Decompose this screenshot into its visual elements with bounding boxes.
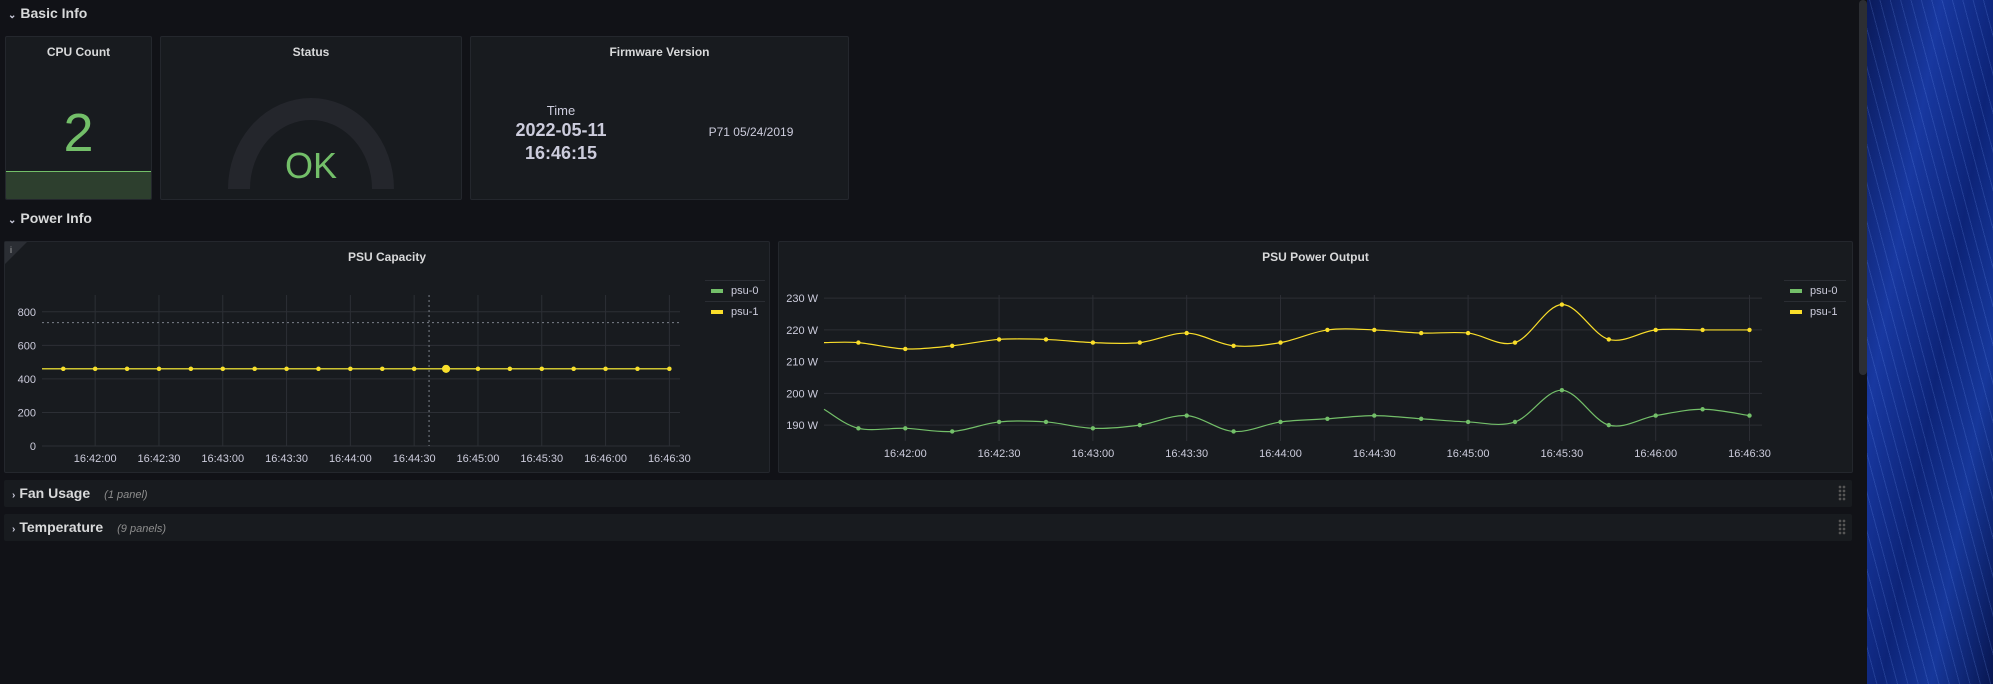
background-image [1867,0,1993,684]
legend-item-psu-0[interactable]: psu-0 [705,280,765,301]
row-temperature[interactable]: › Temperature (9 panels) [4,514,1852,541]
data-point [284,366,289,372]
chevron-down-icon: ⌄ [8,10,17,21]
data-point [380,366,385,372]
status-value: OK [284,145,337,186]
cpu-count-panel: CPU Count 2 [5,36,152,200]
section-basic-info[interactable]: ⌄ Basic Info [8,5,88,21]
scrollbar[interactable] [1859,0,1867,375]
info-corner-icon[interactable]: i [5,242,27,264]
legend-swatch [1790,310,1802,314]
legend-item-psu-0[interactable]: psu-0 [1784,280,1846,301]
x-tick-label: 16:43:30 [265,453,308,465]
status-panel: Status OK [160,36,462,200]
y-tick-label: 600 [18,340,36,352]
data-point [124,366,130,372]
x-tick-label: 16:44:30 [393,453,436,465]
legend: psu-0 psu-1 [705,280,765,322]
data-point [92,366,98,372]
chevron-right-icon: › [12,524,16,535]
x-tick-label: 16:44:00 [329,453,372,465]
panel-title: PSU Power Output [1262,250,1369,264]
data-point [411,366,417,372]
firmware-time: Time 2022-05-11 16:46:15 [471,103,651,164]
data-point [252,366,257,372]
firmware-panel: Firmware Version Time 2022-05-11 16:46:1… [470,36,849,200]
cpu-count-value: 2 [63,103,94,163]
data-point [571,366,576,372]
data-point [507,366,513,372]
x-tick-label: 16:42:30 [138,453,181,465]
chevron-down-icon: ⌄ [8,215,17,226]
svg-text:i: i [10,245,12,255]
psu-power-output-panel: PSU Power Output psu-0 psu-1 [778,241,1853,473]
data-point [348,366,353,372]
firmware-version: P71 05/24/2019 [708,125,794,139]
legend-swatch [711,289,723,293]
legend-item-psu-1[interactable]: psu-1 [1784,301,1846,322]
legend-item-psu-1[interactable]: psu-1 [705,301,765,322]
row-fan-usage[interactable]: › Fan Usage (1 panel) [4,480,1852,507]
panel-title: CPU Count [46,45,111,59]
data-point [220,366,225,372]
y-tick-label: 400 [18,374,36,386]
y-tick-label: 0 [30,441,36,453]
drag-handle-icon[interactable] [1838,485,1846,501]
x-tick-label: 16:42:00 [74,453,117,465]
panel-title: PSU Capacity [347,250,427,264]
x-tick-label: 16:45:00 [457,453,500,465]
data-point [316,366,321,372]
data-point [539,366,544,372]
psu-capacity-panel: i PSU Capacity psu-0 psu-1 [4,241,770,473]
panel-title: Status [292,45,330,59]
cpu-sparkline [6,171,151,199]
y-tick-label: 800 [18,307,36,319]
x-tick-label: 16:45:30 [520,453,563,465]
data-point [156,366,162,372]
drag-handle-icon[interactable] [1838,519,1846,535]
x-tick-label: 16:43:00 [201,453,244,465]
legend: psu-0 psu-1 [1784,280,1846,322]
data-point [61,366,66,372]
x-tick-label: 16:46:00 [584,453,627,465]
data-point [475,366,481,372]
time-date: 2022-05-11 [515,120,607,140]
time-label: Time [546,103,576,118]
time-clock: 16:46:15 [524,143,598,163]
data-point [188,366,194,372]
y-tick-label: 200 [18,407,36,419]
data-point [635,366,640,372]
hover-point [442,364,451,373]
legend-swatch [1790,289,1802,293]
status-gauge [228,98,394,190]
legend-swatch [711,310,723,314]
data-point [667,366,672,372]
chevron-right-icon: › [12,490,16,501]
section-power-info[interactable]: ⌄ Power Info [8,210,92,226]
data-point [603,366,608,372]
x-tick-label: 16:46:30 [648,453,691,465]
panel-title: Firmware Version [609,45,710,59]
